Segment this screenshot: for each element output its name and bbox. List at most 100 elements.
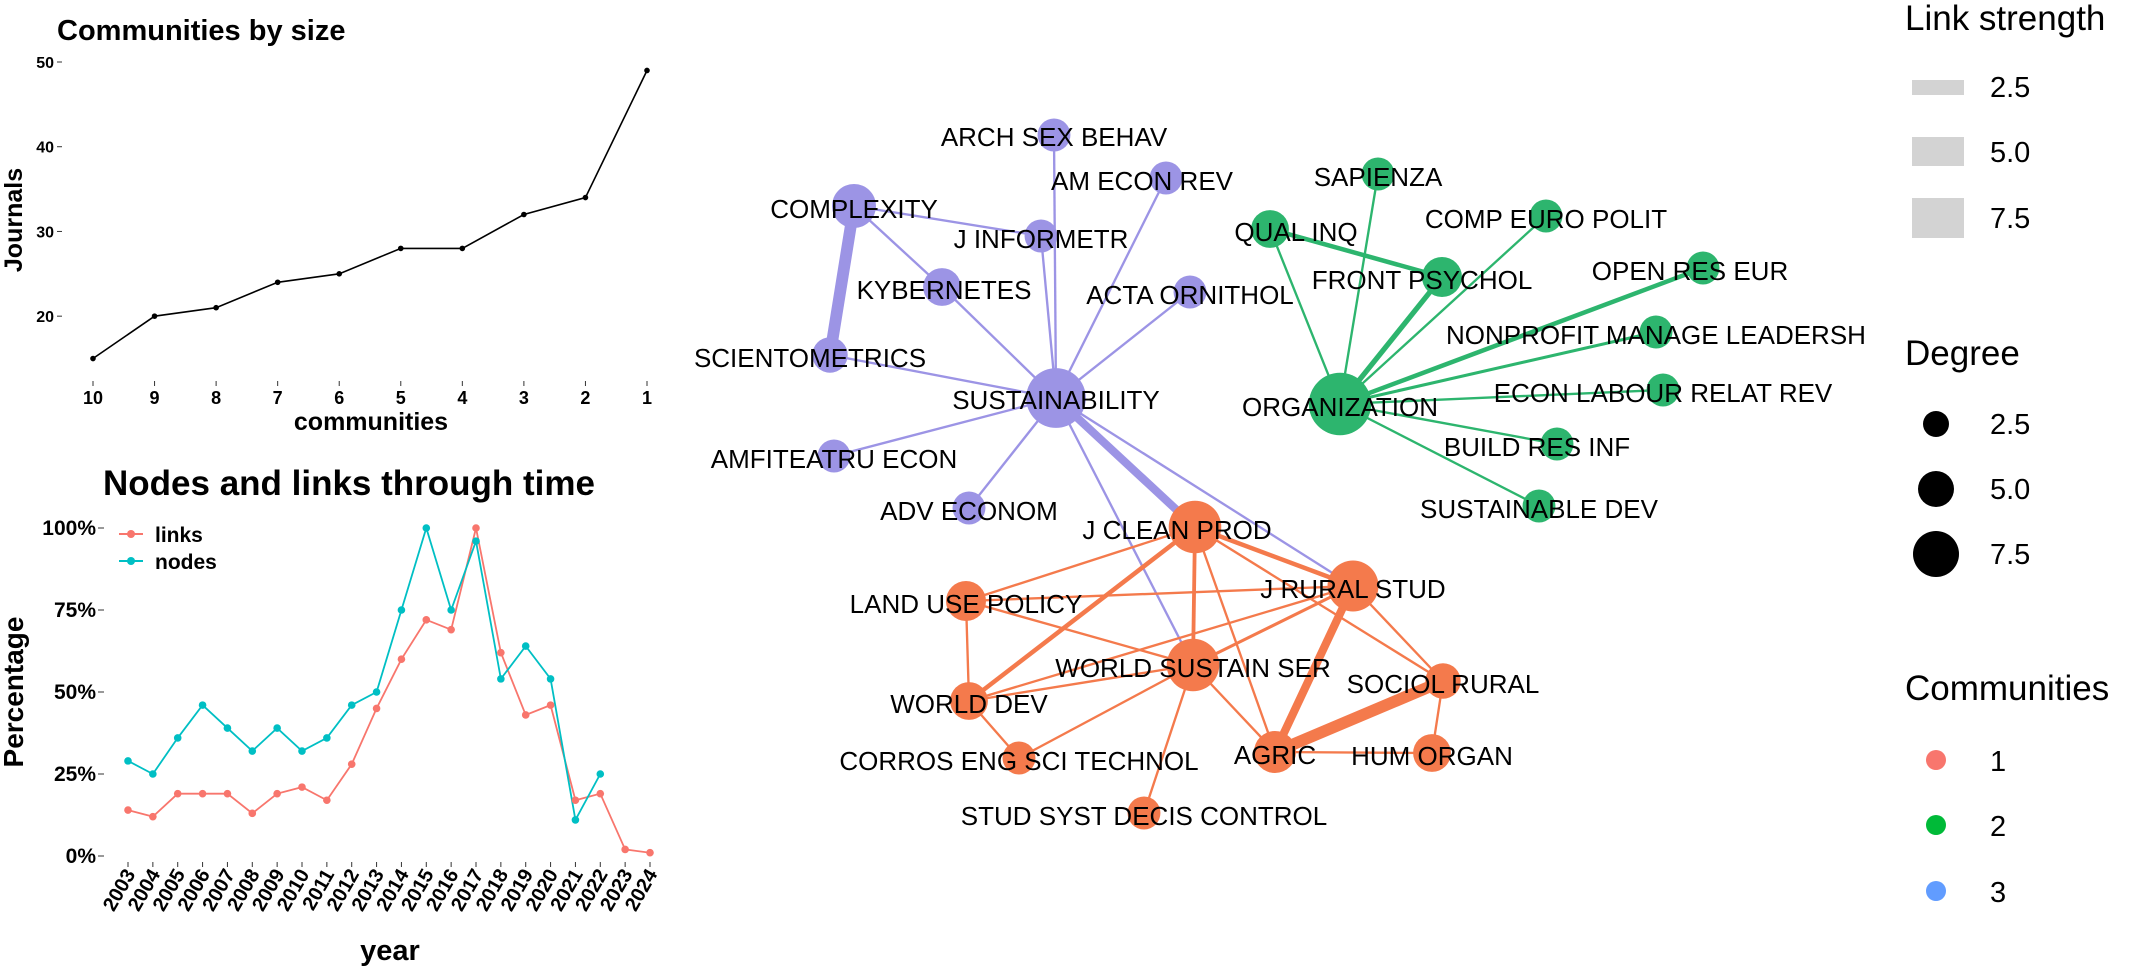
network-link (1339, 330, 1657, 406)
y-tick-label: 20 (36, 309, 54, 326)
network-node (1327, 560, 1379, 612)
data-point-nodes (347, 701, 356, 709)
network-link (1054, 177, 1168, 399)
series-line-links (127, 527, 651, 854)
data-point-nodes (273, 724, 281, 732)
network-node (831, 183, 877, 229)
network-node (1026, 368, 1086, 428)
legend-marker-nodes (127, 557, 135, 565)
network-link (1272, 675, 1446, 758)
network-node-label: J RURAL STUD (1260, 574, 1445, 604)
series-line (92, 70, 648, 360)
network-node-label: ADV ECONOM (880, 496, 1058, 526)
data-point (274, 279, 281, 286)
network-node-label: LAND USE POLICY (850, 589, 1083, 619)
network-link (968, 663, 1194, 703)
network-node (1253, 730, 1297, 774)
network-node-label: WORLD SUSTAIN SER (1055, 653, 1330, 683)
network-node (952, 491, 986, 525)
network-node-label: AMFITEATRU ECON (711, 444, 958, 474)
data-point-links (571, 796, 580, 805)
legend-degree-label-1: 2.5 (1990, 409, 2030, 441)
communities-by-size-chart: Communities by size Journals communities… (0, 15, 652, 436)
chart-title: Communities by size (57, 15, 345, 47)
network-link (1055, 397, 1354, 587)
network-node-label: SUSTAINABILITY (952, 385, 1160, 415)
network-node (923, 268, 961, 306)
network-node (946, 581, 986, 621)
network-link (1339, 402, 1558, 446)
x-tick-label: 2 (580, 388, 590, 408)
network-graph: SUSTAINABILITY COMPLEXITY KYBERNETES SCIENT… (694, 118, 1866, 831)
data-point-links (447, 625, 455, 634)
network-node (1686, 251, 1720, 285)
legend-label-links: links (155, 524, 203, 547)
network-link (965, 599, 1194, 667)
legend-link-width-2 (1912, 137, 1964, 166)
chart-title: Nodes and links through time (103, 464, 595, 503)
network-link (833, 396, 1057, 458)
x-tick-label: 7 (273, 388, 283, 408)
network-node (817, 439, 851, 473)
y-tick-label: 25% (54, 763, 96, 786)
network-node-label: ECON LABOUR RELAT REV (1494, 378, 1833, 408)
data-point-nodes (124, 757, 132, 765)
nodes-links-time-chart: Nodes and links through time Percentage … (0, 464, 663, 967)
network-link (853, 204, 1042, 238)
legend-link-label-3: 7.5 (1990, 203, 2030, 235)
data-point-links (397, 655, 406, 663)
x-tick-label: 3 (519, 388, 529, 408)
data-point-links (596, 789, 605, 798)
data-point-links (149, 812, 157, 821)
legend-link-label-2: 5.0 (1990, 137, 2030, 169)
data-point-nodes (546, 675, 555, 683)
network-link (1193, 526, 1277, 753)
data-point-links (546, 701, 555, 709)
network-node (1413, 734, 1451, 772)
data-point-nodes (323, 734, 331, 742)
network-link (1339, 388, 1664, 406)
network-node-label: J INFORMETR (954, 224, 1129, 254)
x-tick-label: 1 (642, 388, 652, 408)
legend-degree-marker-3 (1913, 531, 1959, 577)
data-point-links (124, 806, 132, 814)
data-point (90, 355, 96, 362)
legend-community-label-1: 1 (1990, 746, 2006, 778)
network-node (1024, 219, 1058, 253)
network-node-label: ORGANIZATION (1242, 392, 1438, 422)
network-link (967, 525, 1197, 703)
data-point-links (621, 845, 629, 854)
network-node-label: SUSTAINABLE DEV (1420, 494, 1659, 524)
network-node (1540, 427, 1574, 461)
network-node-label: AGRIC (1234, 740, 1316, 770)
legend-degree-marker-1 (1923, 411, 1949, 437)
data-point-links (497, 648, 505, 657)
data-point-nodes (596, 770, 605, 778)
data-point (644, 67, 650, 74)
network-node (1173, 275, 1207, 309)
network-link (1338, 173, 1380, 405)
network-node-label: CORROS ENG SCI TECHNOL (839, 746, 1198, 776)
network-node-label: AM ECON REV (1051, 166, 1234, 196)
network-node-label: ARCH SEX BEHAV (941, 122, 1168, 152)
data-point (213, 304, 219, 311)
network-link (1268, 228, 1342, 405)
data-point (521, 211, 527, 218)
legend-link-width-1 (1912, 80, 1964, 95)
data-point-nodes (372, 688, 381, 696)
legend-link-width-3 (1912, 198, 1964, 238)
y-tick-label: 30 (36, 224, 54, 241)
x-tick-label: 6 (334, 388, 344, 408)
x-axis-title: communities (294, 408, 448, 436)
x-tick-label: 5 (396, 388, 406, 408)
network-node (1361, 157, 1395, 191)
data-point-links (198, 789, 207, 798)
data-point-links (273, 789, 281, 798)
network-link (1269, 226, 1443, 280)
network-node-label: BUILD RES INF (1444, 432, 1630, 462)
data-point-nodes (397, 606, 406, 614)
x-tick-label: 8 (211, 388, 221, 408)
network-node-label: KYBERNETES (857, 275, 1032, 305)
data-point-nodes (497, 675, 505, 683)
legend-title-link-strength: Link strength (1905, 0, 2105, 38)
